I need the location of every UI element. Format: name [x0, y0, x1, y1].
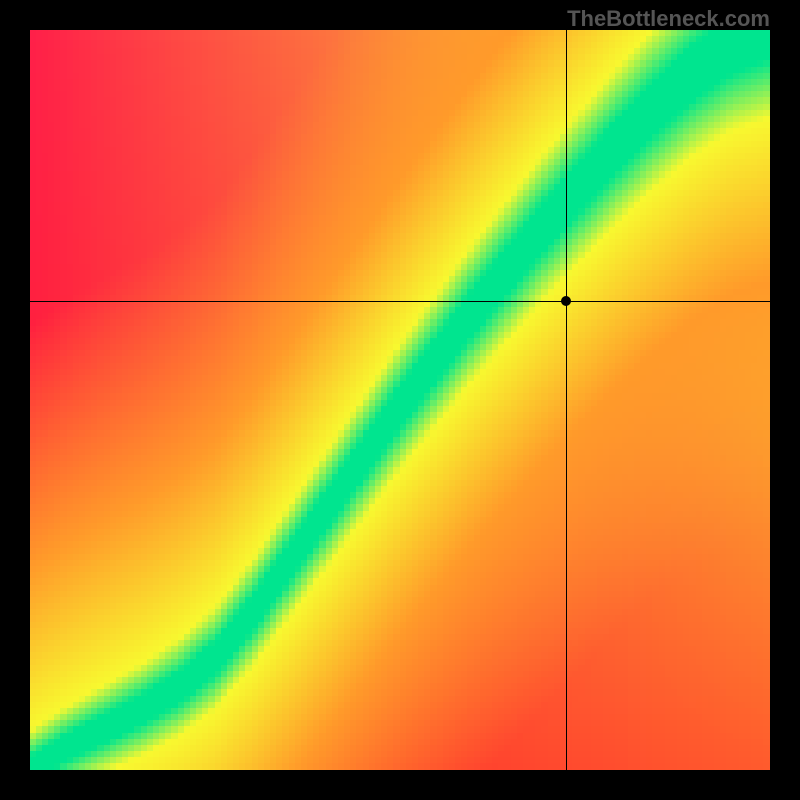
crosshair-vertical: [566, 30, 567, 770]
crosshair-horizontal: [30, 301, 770, 302]
heatmap-canvas: [30, 30, 770, 770]
plot-area: [30, 30, 770, 770]
watermark-text: TheBottleneck.com: [567, 6, 770, 32]
root-container: TheBottleneck.com: [0, 0, 800, 800]
selection-marker[interactable]: [561, 296, 571, 306]
